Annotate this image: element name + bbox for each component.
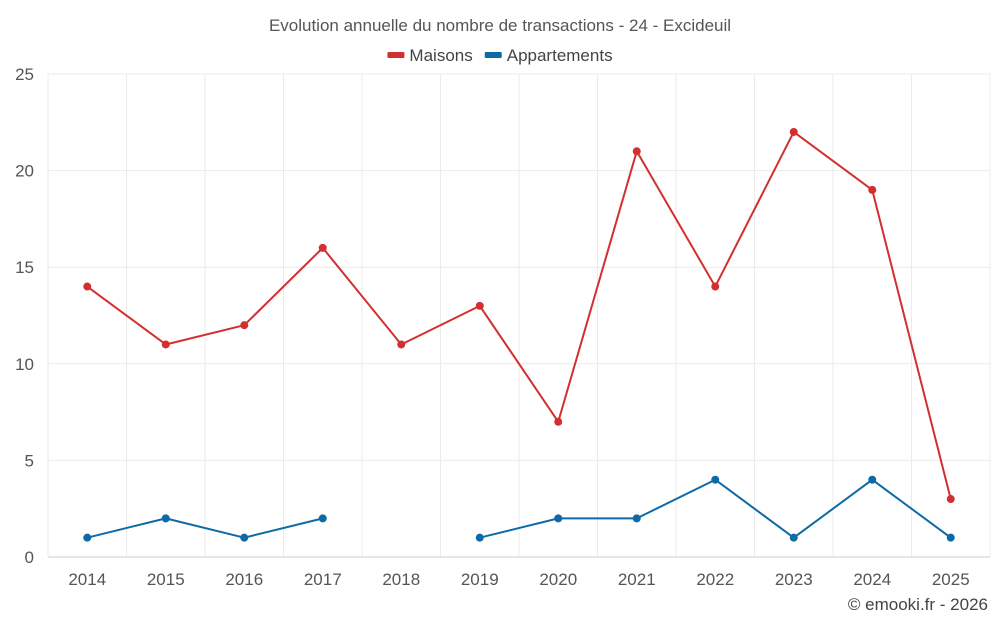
data-point[interactable] [946,533,955,542]
data-point[interactable] [632,147,641,156]
y-tick-label: 10 [15,355,34,374]
data-point[interactable] [868,185,877,194]
chart-title: Evolution annuelle du nombre de transact… [269,16,731,35]
x-tick-label: 2016 [225,570,263,589]
legend-swatch [484,52,502,58]
data-point[interactable] [240,321,249,330]
x-tick-label: 2023 [775,570,813,589]
data-point[interactable] [711,475,720,484]
data-point[interactable] [475,301,484,310]
y-tick-label: 5 [25,451,34,470]
x-tick-label: 2022 [696,570,734,589]
data-point[interactable] [632,514,641,523]
data-point[interactable] [789,127,798,136]
x-tick-label: 2019 [461,570,499,589]
credit-text: © emooki.fr - 2026 [848,595,988,614]
series-line [86,130,952,501]
x-tick-label: 2018 [382,570,420,589]
x-tick-label: 2015 [147,570,185,589]
data-point[interactable] [397,340,406,349]
legend-item-appartements[interactable]: Appartements [484,46,613,65]
x-tick-label: 2020 [539,570,577,589]
series-maisons [83,127,955,504]
data-point[interactable] [554,514,563,523]
series-line [478,478,952,539]
legend-item-maisons[interactable]: Maisons [387,46,473,65]
data-point[interactable] [318,243,327,252]
x-tick-label: 2024 [853,570,891,589]
x-tick-label: 2014 [68,570,106,589]
data-point[interactable] [83,533,92,542]
data-point[interactable] [711,282,720,291]
data-point[interactable] [475,533,484,542]
x-tick-label: 2017 [304,570,342,589]
legend: Maisons Appartements [387,46,613,65]
legend-label: Appartements [507,46,613,65]
data-point[interactable] [161,340,170,349]
series-group [83,127,955,542]
x-axis: 2014 2015 2016 2017 2018 2019 2020 2021 2022 2023… [68,570,969,589]
y-axis: 0 5 10 15 20 25 [15,65,34,567]
series-appartements [83,475,955,542]
y-tick-label: 25 [15,65,34,84]
data-point[interactable] [789,533,798,542]
x-tick-label: 2025 [932,570,970,589]
legend-label: Maisons [409,46,472,65]
data-point[interactable] [868,475,877,484]
x-tick-label: 2021 [618,570,656,589]
y-tick-label: 15 [15,258,34,277]
legend-swatch [387,52,405,58]
data-point[interactable] [161,514,170,523]
data-point[interactable] [240,533,249,542]
series-line [86,517,324,539]
gridlines [47,73,991,558]
y-tick-label: 0 [25,548,34,567]
data-point[interactable] [946,495,955,504]
y-tick-label: 20 [15,162,34,181]
data-point[interactable] [554,417,563,426]
data-point[interactable] [318,514,327,523]
data-point[interactable] [83,282,92,291]
